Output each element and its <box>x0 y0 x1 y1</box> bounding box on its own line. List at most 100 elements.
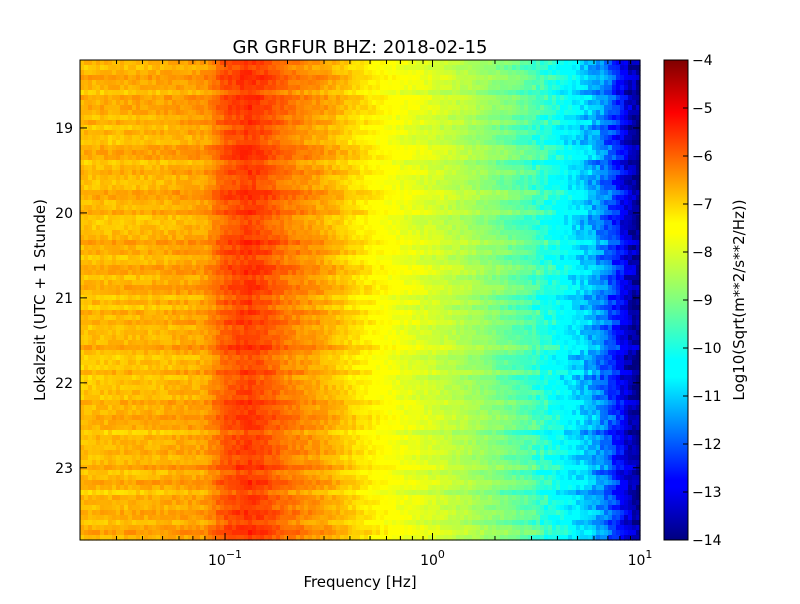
heatmap-cell <box>268 400 273 406</box>
heatmap-cell <box>240 410 245 416</box>
heatmap-cell <box>140 130 145 136</box>
heatmap-cell <box>188 335 193 341</box>
heatmap-cell <box>136 80 141 86</box>
heatmap-cell <box>132 460 137 466</box>
heatmap-cell <box>212 335 217 341</box>
heatmap-cell <box>120 505 125 511</box>
heatmap-cell <box>168 470 173 476</box>
heatmap-cell <box>244 135 249 141</box>
heatmap-cell <box>224 445 229 451</box>
heatmap-cell <box>164 465 169 471</box>
heatmap-cell <box>268 415 273 421</box>
heatmap-cell <box>188 300 193 306</box>
heatmap-cell <box>256 390 261 396</box>
heatmap-cell <box>204 365 209 371</box>
heatmap-cell <box>228 500 233 506</box>
heatmap-cell <box>272 135 277 141</box>
heatmap-cell <box>212 420 217 426</box>
heatmap-cell <box>104 510 109 516</box>
heatmap-cell <box>116 390 121 396</box>
heatmap-cell <box>156 490 161 496</box>
heatmap-cell <box>264 240 269 246</box>
heatmap-cell <box>152 505 157 511</box>
heatmap-cell <box>256 445 261 451</box>
heatmap-cell <box>180 385 185 391</box>
heatmap-cell <box>268 330 273 336</box>
heatmap-cell <box>228 370 233 376</box>
heatmap-cell <box>144 195 149 201</box>
heatmap-cell <box>200 120 205 126</box>
heatmap-cell <box>240 155 245 161</box>
heatmap-cell <box>108 300 113 306</box>
heatmap-cell <box>84 190 89 196</box>
heatmap-cell <box>212 215 217 221</box>
heatmap-cell <box>128 455 133 461</box>
heatmap-cell <box>140 155 145 161</box>
heatmap-cell <box>152 140 157 146</box>
heatmap-cell <box>80 95 85 101</box>
heatmap-cell <box>156 190 161 196</box>
heatmap-cell <box>272 415 277 421</box>
heatmap-cell <box>188 440 193 446</box>
heatmap-cell <box>252 285 257 291</box>
heatmap-cell <box>180 450 185 456</box>
heatmap-cell <box>280 115 285 121</box>
heatmap-cell <box>84 100 89 106</box>
heatmap-cell <box>236 475 241 481</box>
heatmap-cell <box>136 165 141 171</box>
heatmap-cell <box>112 460 117 466</box>
heatmap-cell <box>100 180 105 186</box>
heatmap-cell <box>112 360 117 366</box>
heatmap-cell <box>212 125 217 131</box>
heatmap-cell <box>192 450 197 456</box>
heatmap-cell <box>100 300 105 306</box>
heatmap-cell <box>220 460 225 466</box>
heatmap-cell <box>272 210 277 216</box>
heatmap-cell <box>156 135 161 141</box>
heatmap-cell <box>108 495 113 501</box>
heatmap-cell <box>128 370 133 376</box>
heatmap-cell <box>228 290 233 296</box>
heatmap-cell <box>248 245 253 251</box>
heatmap-cell <box>216 130 221 136</box>
heatmap-cell <box>216 465 221 471</box>
heatmap-cell <box>224 490 229 496</box>
heatmap-cell <box>224 335 229 341</box>
heatmap-cell <box>136 250 141 256</box>
heatmap-cell <box>88 420 93 426</box>
heatmap-cell <box>236 515 241 521</box>
heatmap-cell <box>244 335 249 341</box>
heatmap-cell <box>148 100 153 106</box>
heatmap-cell <box>204 220 209 226</box>
heatmap-cell <box>272 245 277 251</box>
heatmap-cell <box>200 235 205 241</box>
heatmap-cell <box>284 430 289 436</box>
heatmap-cell <box>92 325 97 331</box>
heatmap-cell <box>156 130 161 136</box>
heatmap-cell <box>172 450 177 456</box>
heatmap-cell <box>236 210 241 216</box>
heatmap-cell <box>144 285 149 291</box>
heatmap-cell <box>272 430 277 436</box>
heatmap-cell <box>236 350 241 356</box>
heatmap-cell <box>92 160 97 166</box>
heatmap-cell <box>204 495 209 501</box>
heatmap-cell <box>156 330 161 336</box>
heatmap-cell <box>284 75 289 81</box>
heatmap-cell <box>112 330 117 336</box>
heatmap-cell <box>212 450 217 456</box>
heatmap-cell <box>280 285 285 291</box>
heatmap-cell <box>276 345 281 351</box>
heatmap-cell <box>84 70 89 76</box>
heatmap-cell <box>228 430 233 436</box>
heatmap-cell <box>124 270 129 276</box>
heatmap-cell <box>184 320 189 326</box>
heatmap-cell <box>220 170 225 176</box>
heatmap-cell <box>276 205 281 211</box>
heatmap-cell <box>176 75 181 81</box>
heatmap-cell <box>148 530 153 536</box>
heatmap-cell <box>132 205 137 211</box>
heatmap-cell <box>164 340 169 346</box>
heatmap-cell <box>96 185 101 191</box>
heatmap-cell <box>248 110 253 116</box>
